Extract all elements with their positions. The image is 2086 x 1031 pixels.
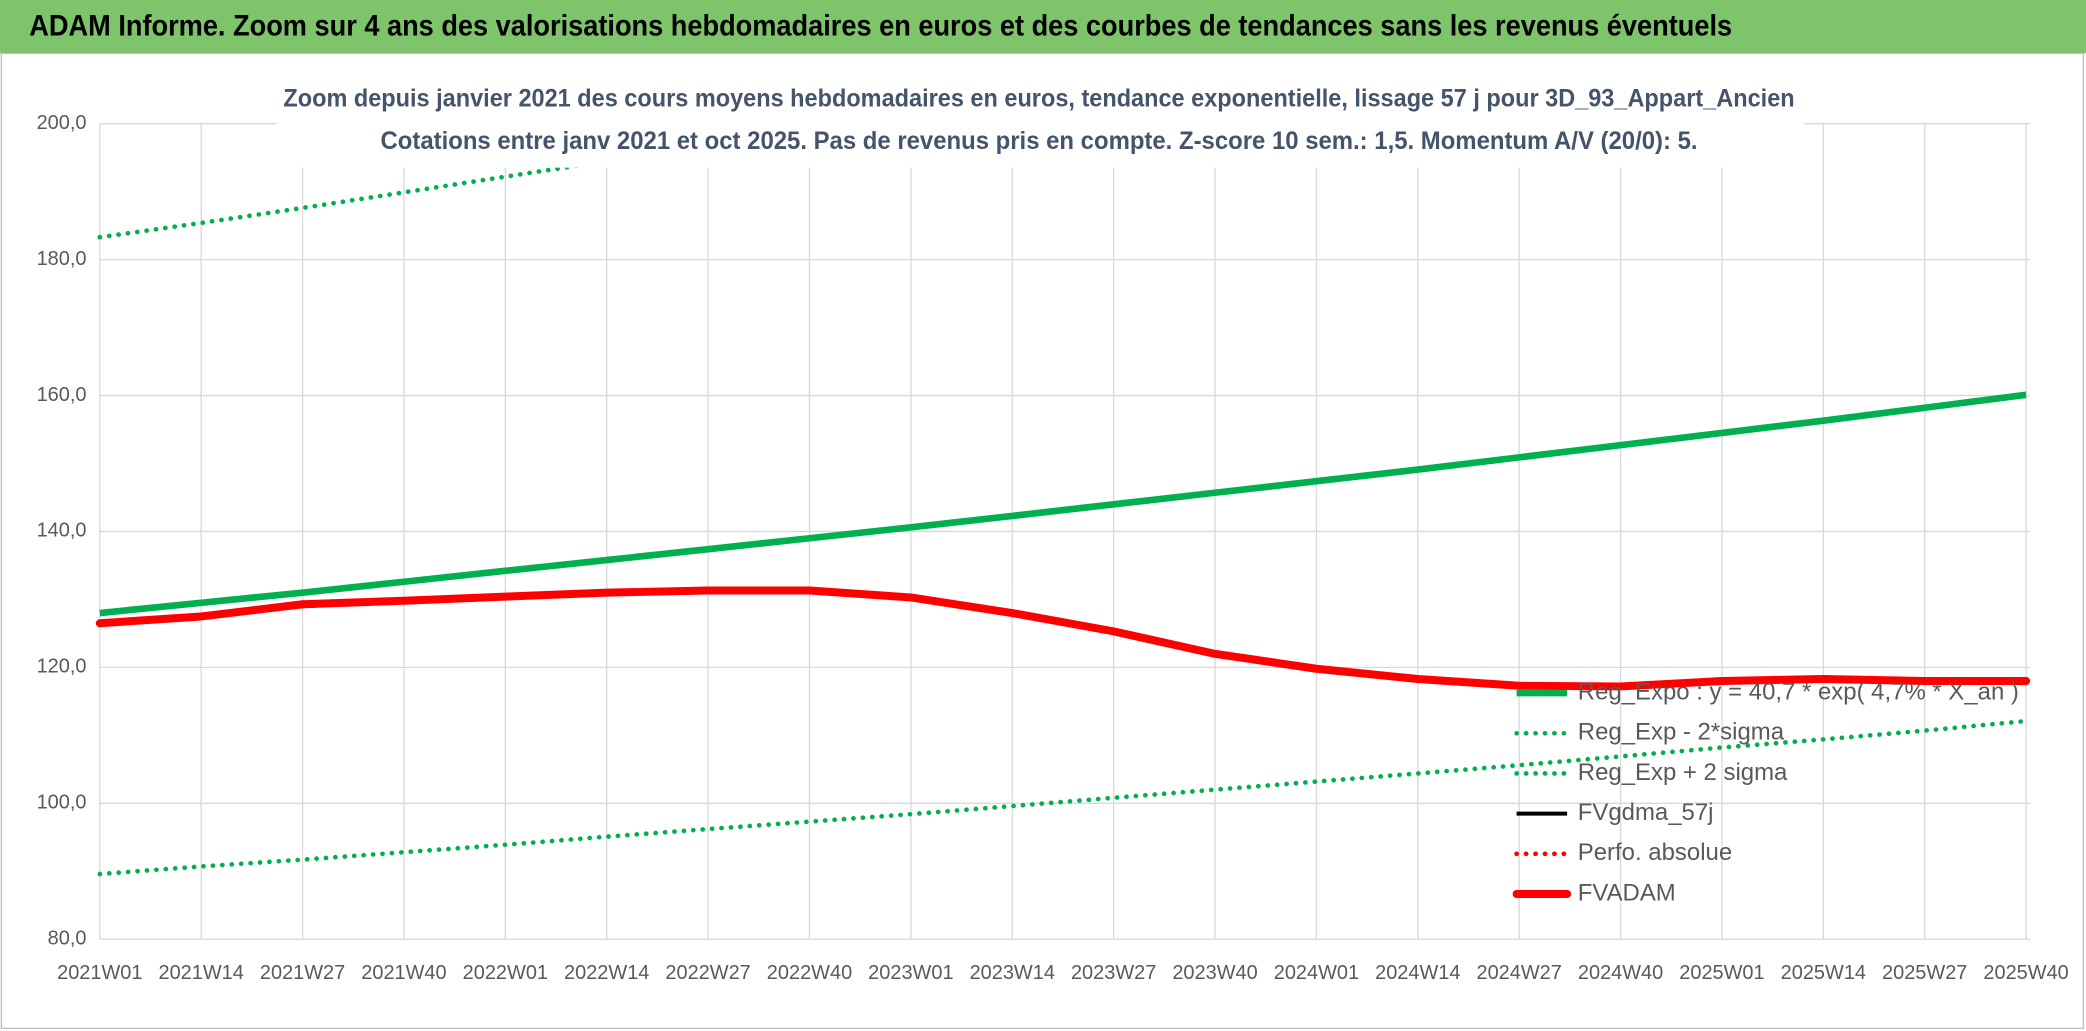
x-tick-label: 2023W01 [868,962,953,984]
x-tick-label: 2022W27 [665,962,750,984]
banner [0,0,2086,54]
legend-label: Perfo. absolue [1578,839,1732,866]
x-tick-label: 2021W01 [57,962,142,984]
y-tick-label: 180,0 [37,248,87,270]
banner-title: ADAM Informe. Zoom sur 4 ans des valoris… [29,11,1732,43]
y-tick-label: 160,0 [37,384,87,406]
series-line [99,391,2027,617]
legend-label: Reg_Expo : y = 40,7 * exp( 4,7% * X_an ) [1578,678,2019,705]
x-tick-label: 2022W14 [564,962,649,984]
chart-subtitle: Cotations entre janv 2021 et oct 2025. P… [380,127,1697,155]
grid: 80,0 100,0 120,0 140,0 160,0 180,0 200,0 2021W0… [37,112,2069,984]
legend-label: FVADAM [1578,879,1676,906]
y-tick-label: 140,0 [37,520,87,542]
x-tick-label: 2021W27 [260,962,345,984]
x-tick-label: 2025W01 [1679,962,1764,984]
x-tick-label: 2023W14 [970,962,1055,984]
x-tick-label: 2023W27 [1071,962,1156,984]
x-tick-label: 2024W14 [1375,962,1460,984]
x-tick-label: 2024W01 [1274,962,1359,984]
x-tick-label: 2025W27 [1882,962,1967,984]
y-tick-label: 200,0 [37,112,87,134]
x-tick-label: 2021W14 [159,962,244,984]
legend-label: FVgdma_57j [1578,799,1714,826]
chart-title: Zoom depuis janvier 2021 des cours moyen… [283,84,1794,112]
x-tick-label: 2024W27 [1477,962,1562,984]
x-tick-label: 2025W14 [1781,962,1866,984]
legend: Reg_Expo : y = 40,7 * exp( 4,7% * X_an )… [1512,678,2019,906]
legend-label: Reg_Exp - 2*sigma [1578,719,1785,746]
x-tick-label: 2022W01 [463,962,548,984]
legend-label: Reg_Exp + 2 sigma [1578,759,1788,786]
y-tick-label: 80,0 [48,927,87,949]
title-box [276,74,1804,168]
x-tick-label: 2025W40 [1983,962,2068,984]
x-tick-label: 2022W40 [767,962,852,984]
x-tick-label: 2023W40 [1172,962,1257,984]
y-tick-label: 120,0 [37,656,87,678]
series [95,117,2031,877]
series-line [95,586,2031,691]
y-tick-label: 100,0 [37,792,87,814]
x-tick-label: 2021W40 [361,962,446,984]
series-line [97,718,2029,877]
x-tick-label: 2024W40 [1578,962,1663,984]
